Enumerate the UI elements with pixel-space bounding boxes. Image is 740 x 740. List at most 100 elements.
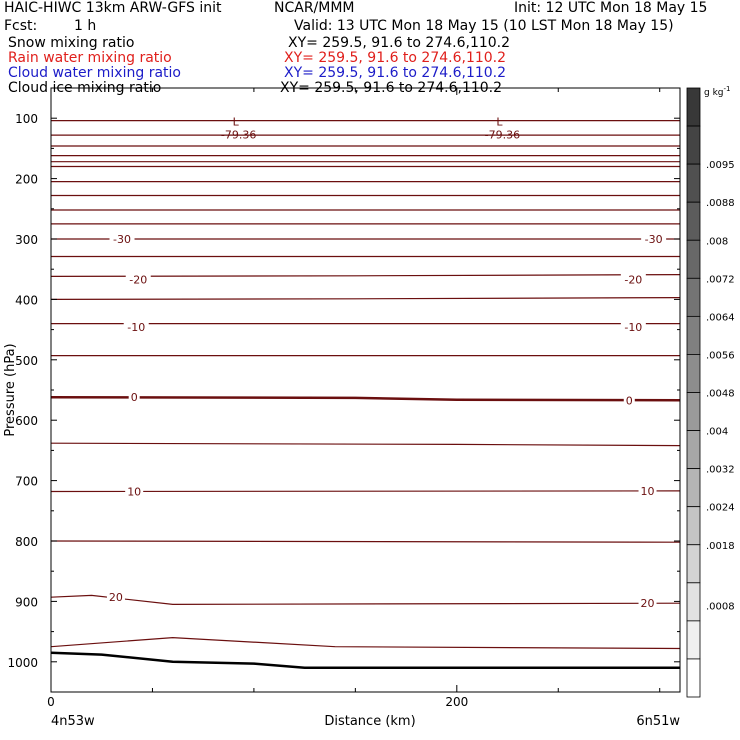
y-tick-label: 1000 bbox=[7, 656, 38, 670]
colorbar-swatch bbox=[686, 430, 701, 470]
contour-label-bg bbox=[123, 321, 149, 334]
temperature-contours bbox=[50, 120, 681, 650]
colorbar-swatch bbox=[686, 163, 701, 203]
contour-label-bg bbox=[620, 273, 646, 286]
colorbar-swatch bbox=[686, 582, 701, 622]
field-name-snow: Snow mixing ratio bbox=[8, 35, 135, 51]
colorbar-swatch bbox=[686, 658, 701, 698]
contour-label: -20 bbox=[624, 273, 642, 286]
contour-label: -10 bbox=[624, 321, 642, 334]
contour-label-bg bbox=[106, 591, 125, 604]
colorbar-label: .0032 bbox=[706, 465, 735, 476]
contour--20c bbox=[50, 274, 681, 277]
contour-label: 10 bbox=[641, 485, 655, 498]
contour-label-bg bbox=[638, 484, 657, 497]
low-marker: L bbox=[496, 115, 503, 128]
contour-label-bg bbox=[623, 394, 635, 407]
colorbar-swatch bbox=[686, 125, 701, 165]
colorbar-swatch bbox=[686, 620, 701, 660]
y-tick-label: 400 bbox=[15, 293, 38, 307]
init-time: Init: 12 UTC Mon 18 May 15 bbox=[514, 0, 708, 16]
colorbar-swatch bbox=[686, 315, 701, 355]
colorbar-label: .0095 bbox=[706, 160, 735, 171]
colorbar-swatch bbox=[686, 87, 701, 127]
y-axis-label: Pressure (hPa) bbox=[3, 343, 18, 436]
colorbar-units: g kg-1 bbox=[704, 85, 730, 98]
y-tick-label: 500 bbox=[15, 354, 38, 368]
contour-label-bg bbox=[125, 485, 144, 498]
contour-label: 0 bbox=[626, 394, 633, 407]
contour-label: 20 bbox=[109, 591, 123, 604]
contour-label: 10 bbox=[127, 485, 141, 498]
low-value: -79.36 bbox=[485, 128, 520, 141]
colorbar-swatch bbox=[686, 201, 701, 241]
contour-10c bbox=[50, 490, 681, 493]
x-axis-label: Distance (km) bbox=[324, 714, 415, 729]
y-tick-label: 300 bbox=[15, 233, 38, 247]
colorbar-label: .004 bbox=[706, 427, 728, 438]
y-tick-label: 200 bbox=[15, 173, 38, 187]
contour-label-bg bbox=[109, 233, 135, 245]
colorbar-swatch bbox=[686, 354, 701, 393]
colorbar-label: .0024 bbox=[706, 503, 735, 514]
contour-label-bg bbox=[128, 391, 140, 404]
colorbar-label: .0072 bbox=[706, 274, 735, 285]
contour-label: 0 bbox=[131, 391, 138, 404]
contour-label: -30 bbox=[113, 233, 131, 246]
colorbar-label: .0064 bbox=[706, 312, 735, 323]
field-name-rain: Rain water mixing ratio bbox=[8, 50, 172, 66]
org-label: NCAR/MMM bbox=[274, 0, 355, 16]
model-title: HAIC-HIWC 13km ARW-GFS init bbox=[4, 0, 222, 16]
colorbar-label: .0088 bbox=[706, 198, 735, 209]
left-endpoint-label: 4n53w bbox=[51, 714, 95, 729]
contour-label: 20 bbox=[641, 597, 655, 610]
contour-0c bbox=[50, 395, 681, 402]
y-tick-label: 900 bbox=[15, 595, 38, 609]
fcst-label: Fcst: bbox=[4, 18, 38, 34]
colorbar-units-exp: -1 bbox=[724, 85, 731, 93]
field-name-cloud-water: Cloud water mixing ratio bbox=[8, 65, 181, 81]
fcst-value: 1 h bbox=[74, 18, 97, 34]
right-endpoint-label: 6n51w bbox=[636, 714, 680, 729]
contour-label: -10 bbox=[127, 321, 145, 334]
contour-5c bbox=[50, 442, 681, 447]
terrain-layer bbox=[50, 651, 680, 670]
y-tick-label: 800 bbox=[15, 535, 38, 549]
valid-time: Valid: 13 UTC Mon 18 May 15 (10 LST Mon … bbox=[294, 18, 674, 34]
contour-label-bg bbox=[125, 273, 151, 286]
x-tick-label: 200 bbox=[445, 695, 468, 709]
colorbar-label: .0056 bbox=[706, 350, 735, 361]
x-tick-label: 0 bbox=[47, 695, 55, 709]
colorbar-swatch bbox=[686, 544, 701, 584]
colorbar-swatch bbox=[686, 392, 701, 431]
y-tick-label: 700 bbox=[15, 475, 38, 489]
contour-label-bg bbox=[641, 233, 667, 245]
colorbar-label: .0018 bbox=[706, 541, 735, 552]
colorbar-label: .0008 bbox=[706, 602, 735, 613]
contour-label-bg bbox=[620, 321, 646, 334]
colorbar-swatch bbox=[686, 239, 701, 279]
contour-25c bbox=[50, 636, 681, 650]
colorbar-label: .0048 bbox=[706, 389, 735, 400]
field-xy-rain: XY= 259.5, 91.6 to 274.6,110.2 bbox=[284, 50, 507, 66]
contour--15c bbox=[50, 297, 681, 300]
colorbar: .0095 .0088 .008 .0072 .0064 .0056 .0048 .004 .0… bbox=[686, 87, 735, 698]
terrain-line bbox=[50, 651, 680, 670]
y-tick-label: 600 bbox=[15, 414, 38, 428]
field-xy-cloud-water: XY= 259.5, 91.6 to 274.6,110.2 bbox=[284, 65, 507, 81]
contour-label-bg bbox=[638, 597, 657, 610]
low-markers: L-79.36L-79.36 bbox=[221, 115, 520, 141]
y-tick-label: 100 bbox=[15, 112, 38, 126]
contour-label: -20 bbox=[129, 273, 147, 286]
colorbar-swatch bbox=[686, 468, 701, 508]
contour-label: -30 bbox=[645, 233, 663, 246]
contour-20c bbox=[50, 594, 681, 606]
colorbar-swatch bbox=[686, 277, 701, 317]
low-marker: L bbox=[233, 115, 240, 128]
field-xy-snow: XY= 259.5, 91.6 to 274.6,110.2 bbox=[288, 35, 511, 51]
contour-15c bbox=[50, 540, 681, 543]
colorbar-units-base: g kg bbox=[704, 88, 724, 98]
contour-labels: -30 -30 -20 -20 -10 -10 0 0 10 10 20 20 bbox=[106, 233, 667, 610]
